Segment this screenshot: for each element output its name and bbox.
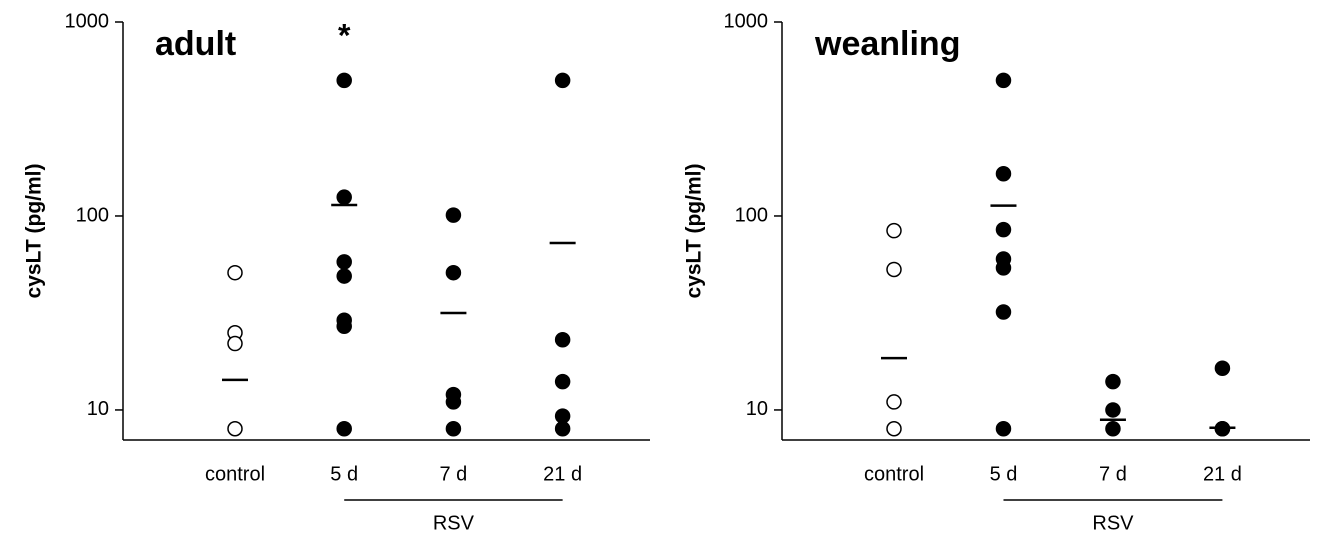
panel-title: weanling	[814, 25, 960, 63]
data-point	[445, 421, 462, 437]
data-point	[554, 408, 571, 424]
data-point	[554, 421, 571, 437]
data-point	[1214, 360, 1231, 377]
data-point	[886, 261, 902, 278]
data-point	[1105, 421, 1121, 437]
data-point	[445, 394, 462, 410]
data-point	[886, 421, 902, 437]
data-point	[886, 394, 902, 410]
data-point	[1105, 373, 1121, 390]
group-label: RSV	[433, 512, 475, 534]
data-point	[336, 189, 352, 205]
y-tick-label: 10	[746, 398, 768, 420]
data-point	[886, 222, 902, 239]
data-point	[227, 264, 243, 281]
data-point	[554, 332, 571, 348]
data-point	[995, 260, 1012, 276]
group-label: RSV	[1092, 512, 1134, 534]
panel-title: adult	[155, 25, 236, 63]
x-tick-label: 5 d	[330, 463, 358, 485]
y-tick-label: 10	[87, 398, 109, 420]
data-point	[1105, 402, 1121, 418]
data-point	[995, 421, 1012, 437]
y-tick-label: 100	[735, 204, 768, 226]
y-tick-label: 100	[76, 204, 109, 226]
data-point	[336, 318, 352, 335]
y-tick-label: 1000	[65, 10, 110, 32]
y-axis-label: cysLT (pg/ml)	[683, 164, 706, 299]
x-tick-label: control	[205, 463, 265, 485]
data-point	[995, 304, 1012, 320]
x-tick-label: 7 d	[1099, 463, 1127, 485]
data-point	[227, 335, 243, 352]
data-point	[554, 373, 571, 390]
data-point	[995, 166, 1012, 182]
data-point	[445, 207, 462, 223]
data-point	[336, 72, 352, 89]
data-point	[554, 72, 571, 89]
y-tick-label: 1000	[724, 10, 769, 32]
data-point	[227, 421, 243, 437]
data-point	[336, 268, 352, 284]
x-tick-label: 21 d	[543, 463, 582, 485]
data-point	[336, 254, 352, 270]
x-tick-label: 21 d	[1203, 463, 1242, 485]
data-point	[995, 221, 1012, 238]
x-tick-label: control	[864, 463, 924, 485]
x-tick-label: 7 d	[440, 463, 468, 485]
annotation: *	[338, 17, 351, 53]
data-point	[336, 421, 352, 437]
data-point	[445, 264, 462, 281]
y-axis-label: cysLT (pg/ml)	[23, 164, 46, 299]
x-tick-label: 5 d	[990, 463, 1018, 485]
data-point	[995, 72, 1012, 89]
